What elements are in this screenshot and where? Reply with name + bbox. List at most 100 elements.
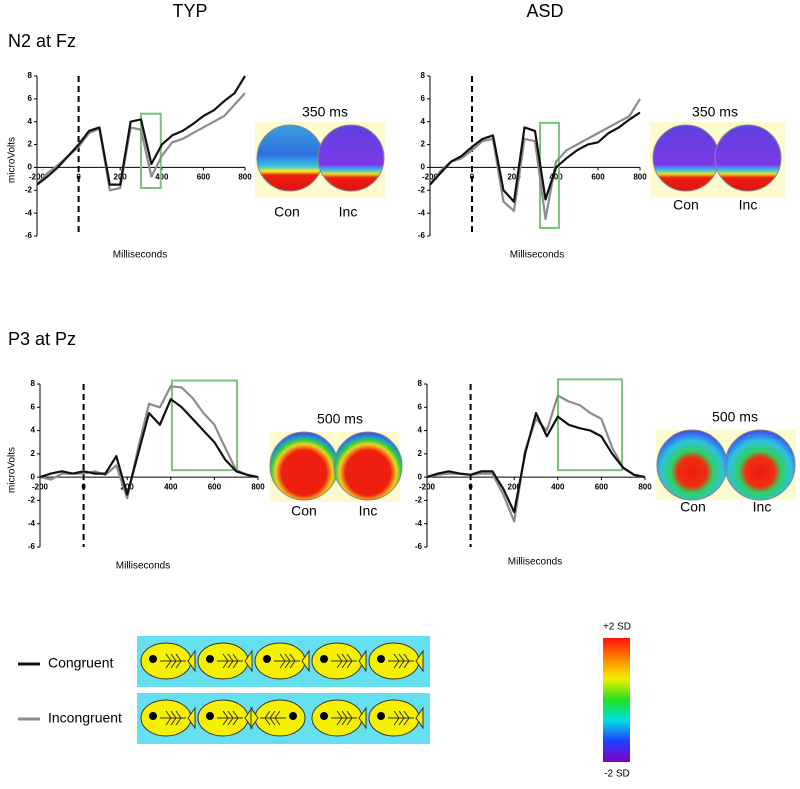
fish (140, 642, 196, 680)
y-tick-label: 6 (421, 94, 426, 103)
fish (197, 699, 253, 737)
topomap-label: Inc (359, 503, 378, 519)
fish (197, 642, 253, 680)
fish-eye (206, 655, 214, 663)
fish-bones (331, 653, 357, 669)
y-tick-label: 4 (421, 117, 426, 126)
y-tick-label: 8 (418, 379, 423, 388)
x-tick-label: 400 (164, 482, 178, 491)
y-tick-label: 4 (31, 426, 36, 435)
y-tick-label: 0 (418, 472, 423, 481)
topomap-label: Inc (739, 197, 758, 213)
y-axis-label: microVolts (7, 137, 18, 183)
y-tick-label: 0 (421, 163, 426, 172)
fish-bones (160, 710, 186, 726)
x-tick-label: 200 (121, 482, 135, 491)
legend-label: Congruent (48, 655, 113, 671)
topomap-label: Con (291, 503, 317, 519)
colorbar-label: +2 SD (603, 622, 631, 633)
fish (368, 642, 424, 680)
topomap (724, 429, 796, 501)
y-tick-label: -2 (28, 496, 36, 505)
topomap-label: Con (673, 197, 699, 213)
x-axis-label: Milliseconds (510, 250, 564, 261)
x-tick-label: 600 (197, 173, 211, 182)
fish-bones (260, 710, 286, 726)
fish-tail (187, 706, 196, 730)
fish-eye (320, 655, 328, 663)
y-tick-label: 2 (418, 449, 423, 458)
y-tick-label: 6 (28, 94, 33, 103)
topomap (714, 124, 782, 192)
y-tick-label: -2 (415, 496, 423, 505)
highlight-window (170, 379, 239, 472)
fish-bones (217, 653, 243, 669)
x-tick-label: 200 (508, 482, 522, 491)
y-tick-label: -4 (28, 519, 36, 528)
topomap (256, 124, 324, 192)
erp-line (39, 385, 259, 500)
x-tick-label: -200 (32, 482, 49, 491)
x-tick-label: 800 (638, 482, 652, 491)
topomap (656, 429, 728, 501)
y-tick-label: 8 (421, 71, 426, 80)
fish-tail (415, 649, 424, 673)
colorbar (603, 638, 630, 762)
fish-eye (320, 712, 328, 720)
x-axis-label: Milliseconds (508, 557, 562, 568)
y-tick-label: -2 (418, 185, 426, 194)
fish (368, 699, 424, 737)
x-axis-label: Milliseconds (113, 250, 167, 261)
column-title: TYP (172, 1, 207, 21)
x-tick-label: 600 (595, 482, 609, 491)
y-tick-label: -4 (418, 208, 426, 217)
x-tick-label: -200 (29, 173, 46, 182)
y-tick-label: 6 (418, 402, 423, 411)
colorbar-label: -2 SD (604, 769, 630, 780)
fish-bones (274, 653, 300, 669)
x-tick-label: 200 (507, 173, 521, 182)
fish-tail (358, 706, 367, 730)
fish-tail (250, 706, 259, 730)
y-tick-label: -6 (418, 231, 426, 240)
column-title: ASD (526, 1, 563, 21)
y-tick-label: 0 (31, 472, 36, 481)
fish-bones (388, 653, 414, 669)
x-tick-label: 400 (155, 173, 169, 182)
fish (311, 699, 367, 737)
fish-eye (289, 712, 297, 720)
topomap-time: 500 ms (712, 409, 758, 425)
y-tick-label: 6 (31, 402, 36, 411)
x-tick-label: 800 (251, 482, 265, 491)
y-axis-label: microVolts (7, 447, 18, 493)
topomap (269, 431, 339, 501)
fish (311, 642, 367, 680)
y-tick-label: 2 (31, 449, 36, 458)
x-tick-label: 400 (549, 173, 563, 182)
topomap (652, 124, 720, 192)
topomap-time: 350 ms (302, 104, 348, 120)
fish-eye (377, 655, 385, 663)
topomap (333, 431, 403, 501)
x-tick-label: -200 (422, 173, 439, 182)
y-tick-label: -4 (25, 208, 33, 217)
y-tick-label: 0 (28, 163, 33, 172)
fish-eye (377, 712, 385, 720)
fish-tail (187, 649, 196, 673)
y-tick-label: 2 (28, 140, 33, 149)
fish-bones (160, 653, 186, 669)
topomap-time: 350 ms (692, 104, 738, 120)
erp-line (36, 75, 246, 186)
y-tick-label: 4 (28, 117, 33, 126)
fish-tail (301, 649, 310, 673)
fish-bones (331, 710, 357, 726)
topomap-label: Con (274, 204, 300, 220)
fish-eye (206, 712, 214, 720)
fish-tail (358, 649, 367, 673)
highlight-window (140, 112, 162, 189)
y-tick-label: -6 (415, 542, 423, 551)
erp-line (429, 111, 641, 203)
y-tick-label: 4 (418, 426, 423, 435)
erp-line (429, 98, 641, 220)
